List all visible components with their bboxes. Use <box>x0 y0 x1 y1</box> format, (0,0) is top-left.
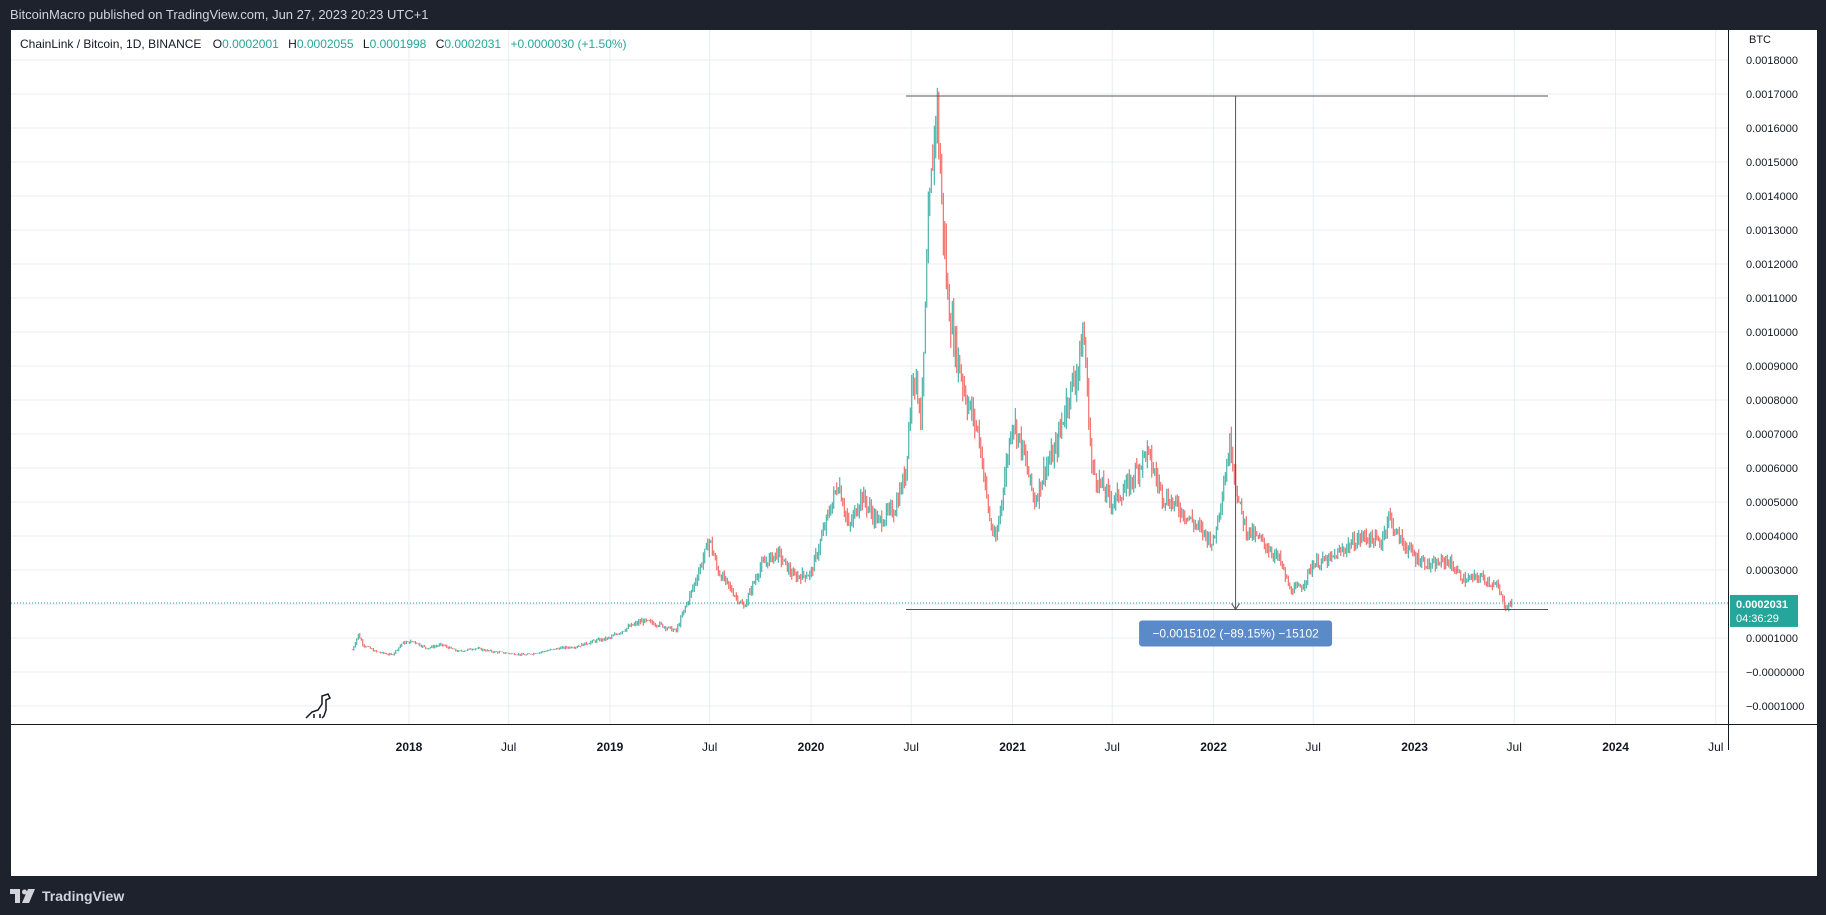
time-tick-label: 2018 <box>396 740 423 754</box>
price-tick-label: 0.0005000 <box>1746 497 1798 509</box>
low-value: 0.0001998 <box>370 37 427 51</box>
time-tick-label: 2020 <box>798 740 825 754</box>
current-price-badge: 0.0002031 04:36:29 <box>1730 594 1798 627</box>
time-tick-label: Jul <box>501 740 516 754</box>
time-tick-label: Jul <box>904 740 919 754</box>
price-tick-label: 0.0015000 <box>1746 157 1798 169</box>
time-tick-label: Jul <box>702 740 717 754</box>
price-tick-label: 0.0013000 <box>1746 225 1798 237</box>
price-tick-label: 0.0011000 <box>1746 293 1797 305</box>
price-chart[interactable]: −0.0015102 (−89.15%) −15102 ChainLink / … <box>11 30 1817 876</box>
price-tick-label: 0.0004000 <box>1746 531 1798 543</box>
time-tick-label: Jul <box>1105 740 1120 754</box>
svg-text:ChainLink / Bitcoin, 1D, BINAN: ChainLink / Bitcoin, 1D, BINANCE O0.0002… <box>20 37 627 51</box>
price-tick-label: 0.0012000 <box>1746 259 1798 271</box>
measure-tool[interactable]: −0.0015102 (−89.15%) −15102 <box>906 95 1548 647</box>
price-tick-label: 0.0006000 <box>1746 463 1798 475</box>
footer-brand: TradingView <box>42 888 125 904</box>
price-tick-label: 0.0003000 <box>1746 565 1798 577</box>
current-price-label: 0.0002031 <box>1736 599 1788 611</box>
price-tick-label: −0.0001000 <box>1746 701 1804 713</box>
time-tick-label: 2022 <box>1200 740 1227 754</box>
time-tick-label: Jul <box>1306 740 1321 754</box>
dinosaur-icon <box>305 693 332 719</box>
time-tick-label: Jul <box>1507 740 1522 754</box>
open-value: 0.0002001 <box>222 37 279 51</box>
time-tick-label: 2024 <box>1602 740 1629 754</box>
low-label: L <box>363 37 370 51</box>
grid <box>11 30 1728 724</box>
time-tick-label: 2021 <box>999 740 1026 754</box>
time-tick-label: 2023 <box>1401 740 1428 754</box>
high-label: H <box>288 37 297 51</box>
time-tick-label: Jul <box>1708 740 1723 754</box>
measure-label-box <box>1139 620 1333 647</box>
time-axis[interactable]: 2018 Jul 2019 Jul 2020 Jul 2021 Jul 2022 Jul 2023 J… <box>396 740 1724 754</box>
time-tick-label: 2019 <box>597 740 624 754</box>
tradingview-logo-icon <box>10 889 35 903</box>
close-label: C <box>436 37 445 51</box>
price-tick-label: 0.0008000 <box>1746 395 1798 407</box>
publish-header: BitcoinMacro published on TradingView.co… <box>10 7 429 22</box>
measure-arrow-head <box>1231 603 1240 611</box>
change-value: +0.0000030 (+1.50%) <box>510 37 626 51</box>
price-series <box>351 87 1513 656</box>
price-tick-label: 0.0009000 <box>1746 361 1798 373</box>
measure-label: −0.0015102 (−89.15%) −15102 <box>1152 626 1319 640</box>
footer-branding: TradingView <box>10 877 124 915</box>
price-axis-unit: BTC <box>1749 34 1771 46</box>
close-value: 0.0002031 <box>444 37 501 51</box>
price-tick-label: 0.0018000 <box>1746 55 1798 67</box>
price-tick-label: 0.0001000 <box>1746 633 1798 645</box>
high-value: 0.0002055 <box>297 37 354 51</box>
price-tick-label: 0.0016000 <box>1746 123 1798 135</box>
symbol-title: ChainLink / Bitcoin, 1D, BINANCE <box>20 37 201 51</box>
price-tick-label: 0.0014000 <box>1746 191 1798 203</box>
price-tick-label: 0.0007000 <box>1746 429 1798 441</box>
price-tick-label: 0.0017000 <box>1746 89 1798 101</box>
price-tick-label: 0.0010000 <box>1746 327 1798 339</box>
chart-panel[interactable]: −0.0015102 (−89.15%) −15102 ChainLink / … <box>11 30 1817 876</box>
open-label: O <box>213 37 222 51</box>
price-tick-label: −0.0000000 <box>1746 667 1804 679</box>
countdown-label: 04:36:29 <box>1736 613 1779 625</box>
symbol-legend[interactable]: ChainLink / Bitcoin, 1D, BINANCE O0.0002… <box>20 37 627 51</box>
